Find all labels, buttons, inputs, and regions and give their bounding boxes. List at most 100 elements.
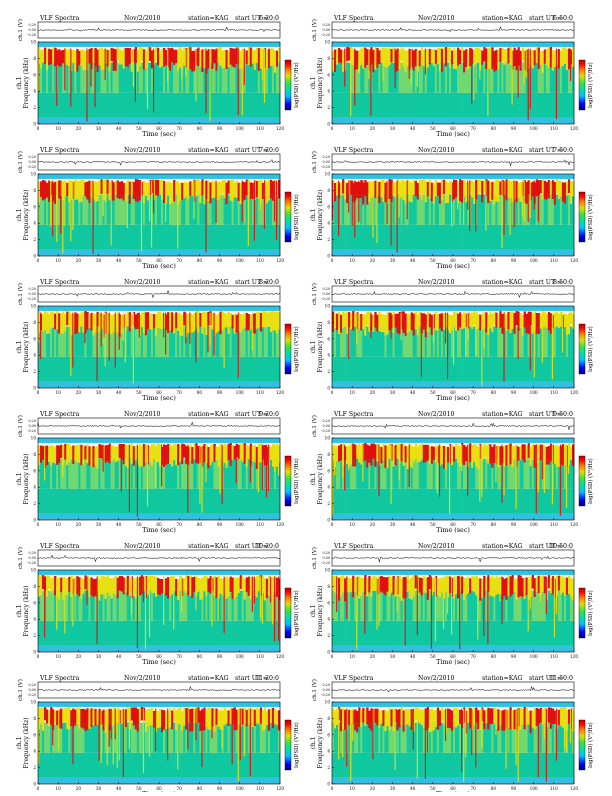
spectrogram-cell <box>179 42 181 47</box>
spectrogram-cell <box>455 312 457 331</box>
spectrogram-cell <box>131 249 133 256</box>
spectrogram-cell <box>86 327 88 357</box>
spectrogram <box>38 306 280 388</box>
spectrogram-cell <box>526 314 528 333</box>
spectrogram-cell <box>260 489 262 514</box>
spectrogram-cell <box>421 249 423 256</box>
spectrogram-cell <box>489 381 491 388</box>
spectrogram-cell <box>203 93 205 118</box>
spectrogram-cell <box>175 50 177 63</box>
spectrogram-cell <box>536 63 538 93</box>
spectrogram-cell <box>393 513 395 520</box>
spectrogram-cell <box>129 117 131 124</box>
spectrogram-cell <box>183 513 185 520</box>
spectrogram-cell <box>224 50 226 68</box>
sferic-streak <box>503 181 504 235</box>
spectrogram-cell <box>135 459 137 489</box>
spectrogram-cell <box>348 42 350 47</box>
spectrogram-cell <box>213 50 215 64</box>
spectrogram-cell <box>270 93 272 118</box>
ch-tick-label: 0.00 <box>28 292 36 296</box>
spectrogram-cell <box>264 438 266 443</box>
spectrogram-cell <box>558 249 560 256</box>
spectrogram-cell <box>374 489 376 514</box>
spectrogram-cell <box>232 513 234 520</box>
spectrogram-cell <box>505 327 507 357</box>
spectrogram-cell <box>159 444 161 467</box>
spectrogram-cell <box>232 438 234 443</box>
spectrogram-cell <box>90 357 92 382</box>
spectrogram-cell <box>429 306 431 311</box>
spectrogram-cell <box>439 381 441 388</box>
spectrogram-cell <box>153 117 155 124</box>
sferic-streak <box>254 181 255 241</box>
spectrogram-cell <box>101 42 103 47</box>
spectrogram-cell <box>173 225 175 250</box>
spectrogram-cell <box>503 306 505 311</box>
spectrogram-cell <box>266 42 268 47</box>
spectrogram-cell <box>372 42 374 47</box>
sferic-streak <box>103 181 104 216</box>
spectrogram-cell <box>338 42 340 47</box>
spectrogram-cell <box>52 438 54 443</box>
spectrogram-cell <box>224 180 226 198</box>
spectrogram-cell <box>270 63 272 93</box>
spectrogram-cell <box>54 314 56 330</box>
spectrogram-cell <box>390 174 392 179</box>
spectrogram-cell <box>123 93 125 118</box>
sferic-streak <box>262 445 263 490</box>
spectrogram-cell <box>487 42 489 47</box>
spectrogram-cell <box>524 306 526 311</box>
spectrogram-cell <box>68 306 70 311</box>
spectrogram-cell <box>215 513 217 520</box>
spectrogram-cell <box>376 459 378 489</box>
time-tick-label: 110 <box>256 522 264 527</box>
spectrogram-cell <box>544 312 546 327</box>
spectrogram-cell <box>266 312 268 327</box>
spectrogram-cell <box>246 313 248 331</box>
time-tick-label: 30 <box>390 258 396 263</box>
spectrogram-cell <box>445 181 447 203</box>
spectrogram-cell <box>540 381 542 388</box>
spectrogram-cell <box>207 117 209 124</box>
spectrogram-cell <box>405 459 407 489</box>
spectrogram-cell <box>153 489 155 514</box>
spectrogram-cell <box>566 42 568 47</box>
spectrogram-cell <box>407 174 409 179</box>
ch-axis-label: ch.1 (V) <box>17 151 24 173</box>
spectrogram-cell <box>558 117 560 124</box>
spectrogram-cell <box>82 312 84 333</box>
spectrogram-cell <box>411 93 413 118</box>
spectrogram-cell <box>497 174 499 179</box>
spectrogram-cell <box>153 225 155 250</box>
spectrogram-cell <box>60 445 62 458</box>
spectrogram-cell <box>501 117 503 124</box>
spectrogram-cell <box>405 249 407 256</box>
spectrogram-cell <box>509 42 511 47</box>
spectrogram-cell <box>463 42 465 47</box>
spectrogram-cell <box>207 93 209 118</box>
spectrogram-cell <box>260 313 262 332</box>
spectrogram-cell <box>145 51 147 69</box>
spectrogram-cell <box>199 357 201 382</box>
spectrogram-cell <box>48 438 50 443</box>
spectrogram-cell <box>260 174 262 179</box>
spectrogram-cell <box>364 180 366 196</box>
spectrogram-cell <box>370 489 372 514</box>
spectrogram-cell <box>374 117 376 124</box>
spectrogram-cell <box>340 117 342 124</box>
spectrogram-cell <box>415 63 417 93</box>
spectrogram-cell <box>528 312 530 334</box>
spectrogram-cell <box>423 225 425 250</box>
spectrogram-cell <box>566 249 568 256</box>
spectrogram-cell <box>163 93 165 118</box>
spectrogram-cell <box>123 117 125 124</box>
spectrogram-cell <box>274 489 276 514</box>
spectrogram-cell <box>143 357 145 382</box>
spectrogram-cell <box>107 195 109 225</box>
spectrogram-cell <box>397 48 399 70</box>
spectrogram-cell <box>459 381 461 388</box>
spectrogram-cell <box>234 357 236 382</box>
spectrogram-cell <box>177 357 179 382</box>
spectrogram-cell <box>514 306 516 311</box>
